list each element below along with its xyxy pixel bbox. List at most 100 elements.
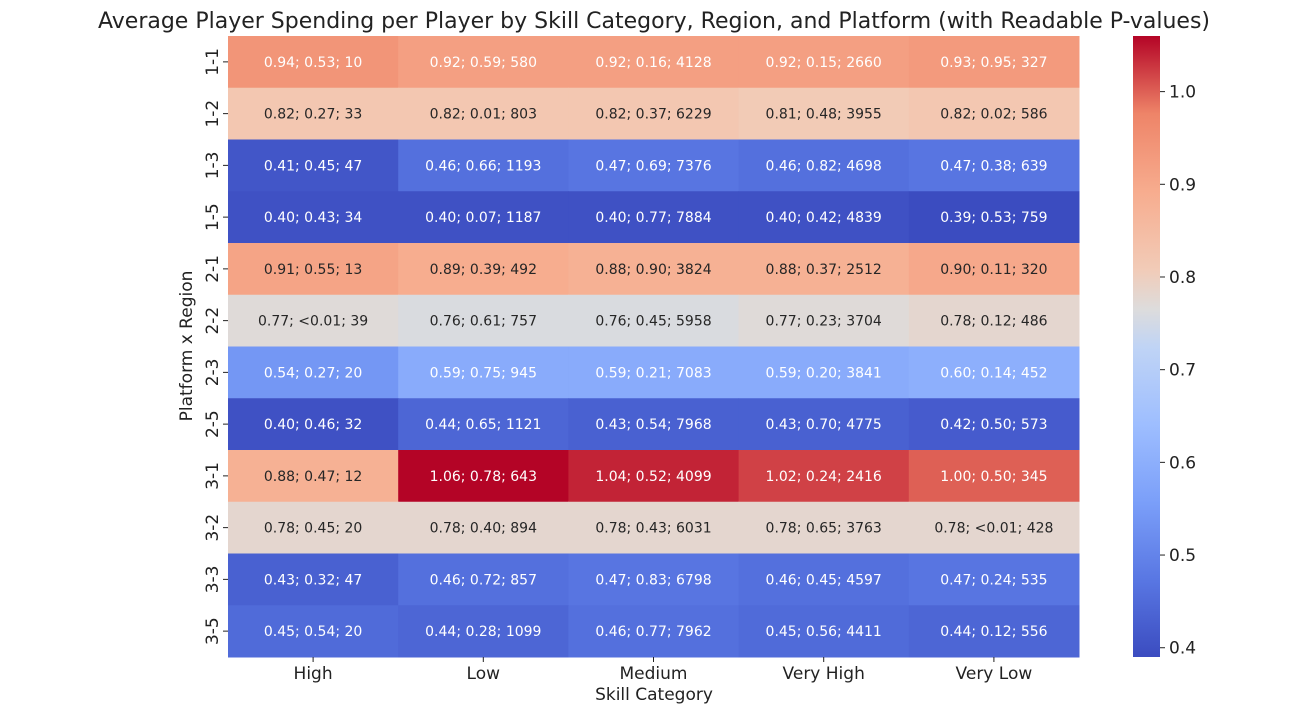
y-tick-label: 2-2 [203,307,223,335]
colorbar-tick-label: 0.7 [1169,361,1196,381]
cell-annotation: 0.82; 0.01; 803 [430,107,537,123]
heatmap-cell [738,346,910,399]
heatmap-cell [908,243,1080,296]
cell-annotation: 0.90; 0.11; 320 [940,262,1047,278]
cell-annotation: 0.47; 0.38; 639 [940,158,1047,174]
heatmap-cell [908,553,1080,606]
heatmap-cell [228,243,399,296]
cell-annotation: 0.82; 0.27; 33 [264,107,363,123]
heatmap-cell [398,139,569,192]
heatmap-cell [568,501,740,554]
heatmap-cell [568,139,740,192]
heatmap-cell [908,450,1080,503]
cell-annotation: 0.92; 0.16; 4128 [595,55,711,71]
cell-annotation: 0.42; 0.50; 573 [940,417,1047,433]
heatmap-cell [908,346,1080,399]
cell-annotation: 0.40; 0.43; 34 [264,210,363,226]
cell-annotation: 0.81; 0.48; 3955 [766,107,882,123]
chart-title: Average Player Spending per Player by Sk… [98,9,1210,34]
cell-annotation: 0.46; 0.66; 1193 [425,158,541,174]
cell-annotation: 0.94; 0.53; 10 [264,55,363,71]
y-tick-label: 3-2 [203,514,223,542]
heatmap-cell [568,36,740,89]
heatmap-cell [738,243,910,296]
cell-annotation: 0.77; 0.23; 3704 [766,314,882,330]
x-tick-label: High [294,664,333,684]
heatmap-cell [568,553,740,606]
heatmap-cell [398,501,569,554]
heatmap-cell [568,87,740,140]
cell-annotation: 0.39; 0.53; 759 [940,210,1047,226]
colorbar [1133,36,1160,657]
y-axis-ticks: 1-1 1-2 1-3 1-5 2-1 2-2 2-3 2-5 3-1 3-2 3-3 3-5 [203,48,228,645]
heatmap-cell [568,450,740,503]
heatmap-cell [398,398,569,451]
x-tick-label: Low [467,664,501,684]
heatmap-cell [908,294,1080,347]
heatmap-cell [228,36,399,89]
colorbar-tick-label: 0.5 [1169,546,1196,566]
cell-annotation: 0.76; 0.61; 757 [430,314,537,330]
heatmap-cell [908,191,1080,244]
cell-annotation: 0.60; 0.14; 452 [940,365,1047,381]
heatmap-cell [908,398,1080,451]
cell-annotation: 1.04; 0.52; 4099 [595,469,711,485]
y-tick-label: 1-1 [203,48,223,76]
cell-annotation: 0.43; 0.54; 7968 [595,417,711,433]
heatmap-cell [228,450,399,503]
cell-annotation: 0.47; 0.83; 6798 [595,572,711,588]
cell-annotation: 0.44; 0.28; 1099 [425,624,541,640]
heatmap-cell [738,139,910,192]
heatmap-cell [738,294,910,347]
cell-annotation: 0.54; 0.27; 20 [264,365,363,381]
heatmap-cell [228,398,399,451]
cell-annotation: 0.92; 0.59; 580 [430,55,537,71]
cell-annotation: 0.47; 0.24; 535 [940,572,1047,588]
cell-annotation: 1.06; 0.78; 643 [430,469,537,485]
heatmap-cell [228,501,399,554]
heatmap-cell [738,501,910,554]
colorbar-tick-label: 1.0 [1169,83,1196,103]
cell-annotation: 0.77; <0.01; 39 [258,314,368,330]
cell-annotation: 0.40; 0.77; 7884 [595,210,711,226]
colorbar-ticks: 0.4 0.5 0.6 0.7 0.8 0.9 1.0 [1160,83,1196,659]
heatmap-cell [568,398,740,451]
cell-annotation: 0.44; 0.12; 556 [940,624,1047,640]
cell-annotation: 0.78; 0.43; 6031 [595,521,711,537]
colorbar-tick-label: 0.8 [1169,268,1196,288]
cell-annotation: 0.46; 0.77; 7962 [595,624,711,640]
cell-annotation: 0.88; 0.90; 3824 [595,262,711,278]
cell-annotation: 0.46; 0.72; 857 [430,572,537,588]
y-axis-label: Platform x Region [177,271,197,422]
heatmap-cell [398,243,569,296]
cell-annotation: 0.76; 0.45; 5958 [595,314,711,330]
heatmap-cell [398,294,569,347]
heatmap-cell [398,87,569,140]
heatmap-cell [228,87,399,140]
x-axis-label: Skill Category [595,685,713,705]
heatmap-cell [738,553,910,606]
x-tick-label: Very High [783,664,865,684]
heatmap-cells [228,36,1080,658]
cell-annotation: 0.40; 0.07; 1187 [425,210,541,226]
cell-annotation: 0.59; 0.75; 945 [430,365,537,381]
heatmap-cell [568,191,740,244]
heatmap-cell [738,36,910,89]
y-tick-label: 1-3 [203,151,223,179]
heatmap-cell [908,139,1080,192]
cell-annotation: 0.82; 0.02; 586 [940,107,1047,123]
cell-annotation: 0.40; 0.42; 4839 [766,210,882,226]
cell-annotation: 0.78; 0.65; 3763 [766,521,882,537]
cell-annotation: 0.40; 0.46; 32 [264,417,363,433]
cell-annotation: 0.45; 0.54; 20 [264,624,363,640]
heatmap-cell [228,553,399,606]
y-tick-label: 2-3 [203,358,223,386]
heatmap-cell [908,87,1080,140]
y-tick-label: 1-2 [203,100,223,128]
cell-annotation: 0.89; 0.39; 492 [430,262,537,278]
cell-annotation: 0.88; 0.37; 2512 [766,262,882,278]
y-tick-label: 2-5 [203,410,223,438]
heatmap-cell [738,191,910,244]
cell-annotation: 0.59; 0.21; 7083 [595,365,711,381]
cell-annotation: 0.78; 0.45; 20 [264,521,363,537]
